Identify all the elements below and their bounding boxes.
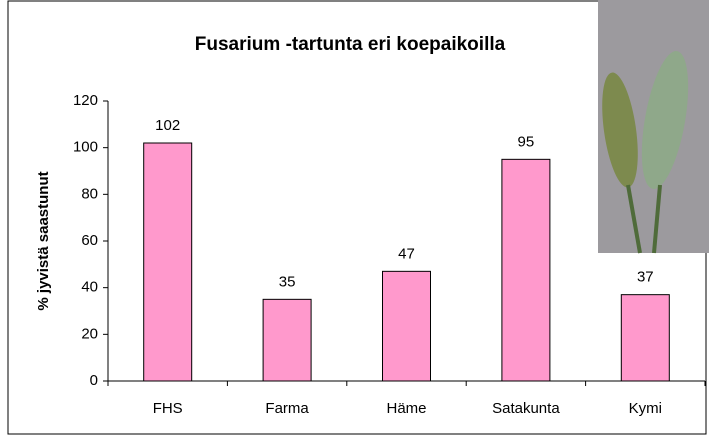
chart-title: Fusarium -tartunta eri koepaikoilla bbox=[195, 34, 506, 55]
x-tick-label: Häme bbox=[386, 400, 426, 417]
x-tick-label: Satakunta bbox=[492, 400, 560, 417]
y-tick-label: 0 bbox=[90, 372, 98, 389]
bar bbox=[383, 271, 431, 381]
y-tick-label: 60 bbox=[81, 232, 98, 249]
y-tick-label: 80 bbox=[81, 185, 98, 202]
x-tick-label: FHS bbox=[153, 400, 183, 417]
bar bbox=[263, 299, 311, 381]
y-tick-label: 100 bbox=[73, 139, 98, 156]
bar bbox=[621, 295, 669, 381]
x-tick-label: Farma bbox=[265, 400, 309, 417]
y-tick-label: 120 bbox=[73, 92, 98, 109]
x-tick-label: Kymi bbox=[629, 400, 662, 417]
value-label: 35 bbox=[279, 273, 296, 290]
bar bbox=[144, 143, 192, 381]
value-label: 47 bbox=[398, 245, 415, 262]
value-label: 95 bbox=[518, 133, 535, 150]
chart: Fusarium -tartunta eri koepaikoilla % jy… bbox=[0, 0, 709, 437]
bar bbox=[502, 159, 550, 381]
y-tick-label: 20 bbox=[81, 325, 98, 342]
y-axis-label: % jyvistä saastunut bbox=[35, 171, 52, 310]
value-label: 102 bbox=[155, 117, 180, 134]
y-tick-label: 40 bbox=[81, 279, 98, 296]
photo bbox=[596, 0, 709, 253]
value-label: 37 bbox=[637, 269, 654, 286]
